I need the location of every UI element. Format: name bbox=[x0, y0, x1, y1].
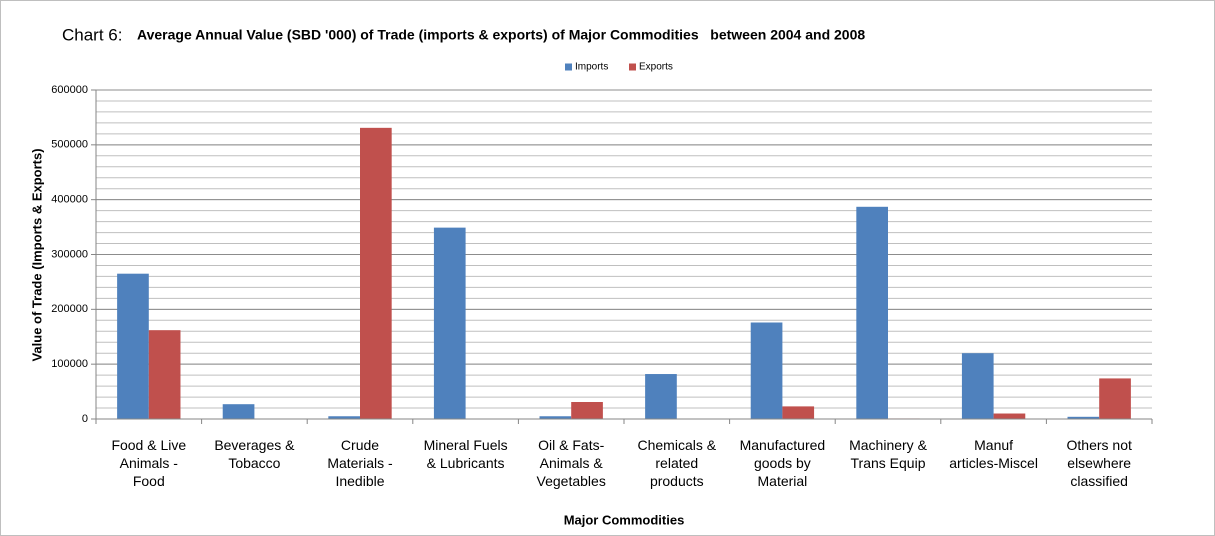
y-tick-label: 200000 bbox=[51, 303, 88, 315]
bar bbox=[782, 406, 815, 419]
chart-label: Chart 6: bbox=[62, 25, 122, 44]
x-tick-label: Machinery & Trans Equip bbox=[849, 437, 927, 471]
x-tick-label: Chemicals & related products bbox=[638, 437, 717, 489]
bar bbox=[328, 416, 360, 419]
y-tick-label: 100000 bbox=[51, 358, 88, 370]
legend-swatch bbox=[565, 63, 572, 71]
x-tick-label: Manufactured goods by Material bbox=[740, 437, 826, 489]
bar bbox=[645, 374, 677, 419]
y-tick-label: 600000 bbox=[51, 84, 88, 96]
bar bbox=[117, 273, 149, 419]
x-tick-label: Oil & Fats-Animals & Vegetables bbox=[537, 437, 606, 489]
x-tick-label: Others not elsewhere classified bbox=[1067, 437, 1132, 489]
bar bbox=[571, 402, 603, 419]
legend-label: Exports bbox=[639, 62, 673, 73]
y-axis-label: Value of Trade (Imports & Exports) bbox=[29, 148, 44, 361]
x-tick-label: Crude Materials -Inedible bbox=[327, 437, 393, 489]
chart-title: Average Annual Value (SBD '000) of Trade… bbox=[137, 27, 865, 43]
bar bbox=[856, 206, 888, 419]
bar bbox=[433, 227, 466, 419]
legend-label: Imports bbox=[575, 62, 608, 73]
x-axis-label: Major Commodities bbox=[564, 512, 685, 527]
x-tick-label: Beverages & Tobacco bbox=[214, 437, 295, 471]
bar bbox=[1067, 416, 1100, 419]
bar bbox=[539, 416, 572, 419]
x-tick-label: Food & Live Animals -Food bbox=[111, 437, 186, 489]
y-tick-label: 300000 bbox=[51, 248, 88, 260]
legend-swatch bbox=[629, 63, 636, 71]
x-tick-label: Mineral Fuels & Lubricants bbox=[424, 437, 508, 471]
bar bbox=[222, 404, 255, 419]
bar bbox=[360, 127, 392, 420]
bar bbox=[148, 330, 181, 419]
y-tick-label: 0 bbox=[82, 413, 88, 425]
x-tick-label: Manuf articles-Miscel bbox=[949, 437, 1038, 471]
bar bbox=[1099, 378, 1131, 419]
y-tick-label: 500000 bbox=[51, 139, 88, 151]
bar bbox=[750, 322, 783, 419]
y-tick-label: 400000 bbox=[51, 194, 88, 206]
bar bbox=[993, 413, 1026, 419]
bar bbox=[961, 353, 994, 419]
